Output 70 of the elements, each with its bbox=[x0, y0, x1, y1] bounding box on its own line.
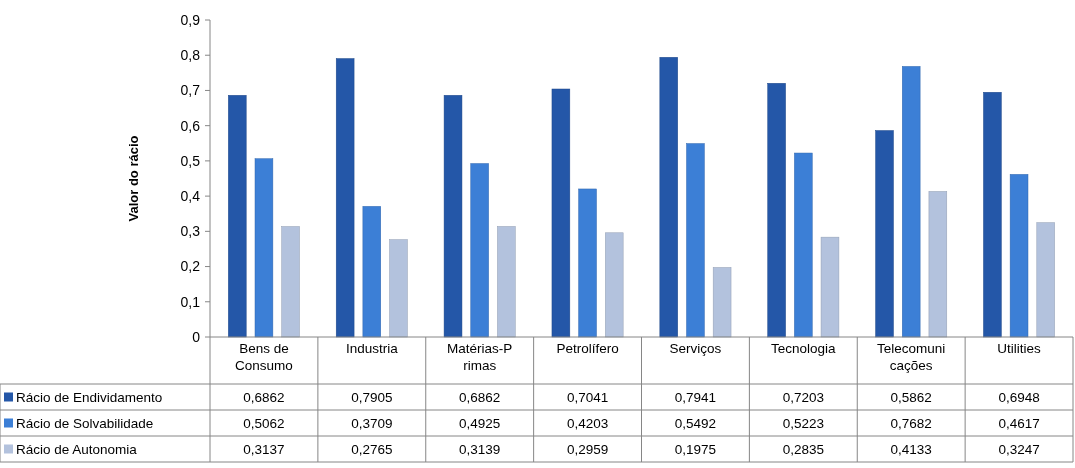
bar bbox=[443, 95, 463, 338]
x-tick-label: Bens de Consumo bbox=[235, 341, 293, 373]
data-label: 0,3247 bbox=[998, 441, 1040, 457]
data-label: 0,3137 bbox=[243, 441, 285, 457]
bar bbox=[659, 57, 678, 338]
bar bbox=[902, 66, 921, 338]
x-tick-label: Tecnologia bbox=[771, 341, 837, 356]
bar bbox=[875, 130, 894, 338]
data-label: 0,4133 bbox=[890, 441, 932, 457]
bar bbox=[254, 158, 274, 338]
data-label: 0,4925 bbox=[459, 415, 501, 431]
data-label: 0,3139 bbox=[459, 441, 501, 457]
data-label: 0,3709 bbox=[351, 415, 393, 431]
bar bbox=[551, 88, 571, 338]
bar bbox=[389, 239, 408, 338]
data-label: 0,7203 bbox=[782, 389, 824, 405]
y-tick-label: 0,1 bbox=[180, 293, 201, 310]
data-label: 0,6948 bbox=[998, 389, 1040, 405]
legend-label: Rácio de Autonomia bbox=[16, 441, 138, 457]
bar bbox=[686, 143, 705, 338]
bar bbox=[605, 232, 624, 338]
x-tick-label: Industria bbox=[345, 341, 399, 356]
bar bbox=[983, 92, 1002, 338]
y-tick-label: 0,5 bbox=[180, 152, 201, 169]
data-label: 0,7941 bbox=[674, 389, 717, 405]
y-tick-label: 0,8 bbox=[180, 47, 201, 64]
data-label: 0,4617 bbox=[998, 415, 1040, 431]
legend-label: Rácio de Endividamento bbox=[16, 389, 163, 405]
y-tick-label: 0,3 bbox=[180, 223, 201, 240]
data-label: 0,2835 bbox=[782, 441, 824, 457]
bar bbox=[820, 236, 840, 338]
bar bbox=[281, 226, 300, 338]
bar bbox=[928, 191, 948, 338]
bar bbox=[1036, 222, 1055, 338]
x-tick-label: Matérias-Primas bbox=[447, 341, 513, 373]
bar bbox=[335, 58, 355, 338]
y-tick-label: 0,4 bbox=[180, 188, 201, 205]
bar bbox=[578, 188, 597, 338]
data-label: 0,5492 bbox=[674, 415, 717, 431]
data-label: 0,5062 bbox=[243, 415, 285, 431]
data-label: 0,4203 bbox=[566, 415, 609, 431]
y-tick-label: 0,2 bbox=[180, 258, 201, 275]
data-label: 0,2765 bbox=[351, 441, 393, 457]
bar bbox=[712, 267, 732, 338]
data-label: 0,6862 bbox=[243, 389, 285, 405]
x-tick-label: Telecomunicações bbox=[877, 341, 946, 373]
bar bbox=[794, 152, 813, 338]
data-label: 0,1975 bbox=[674, 441, 717, 457]
bar bbox=[470, 163, 489, 338]
y-tick-label: 0,6 bbox=[180, 117, 201, 134]
y-tick-label: 0,7 bbox=[180, 82, 201, 99]
y-axis-title: Valor do rácio bbox=[126, 135, 141, 222]
data-label: 0,5223 bbox=[782, 415, 824, 431]
x-tick-label: Petrolífero bbox=[556, 341, 619, 356]
bar bbox=[1009, 174, 1029, 338]
bar bbox=[228, 95, 247, 338]
data-label: 0,2959 bbox=[566, 441, 609, 457]
x-tick-label: Utilities bbox=[997, 341, 1042, 356]
data-label: 0,5862 bbox=[890, 389, 932, 405]
data-label: 0,7682 bbox=[890, 415, 932, 431]
data-label: 0,6862 bbox=[459, 389, 501, 405]
bar bbox=[497, 226, 516, 338]
y-tick-label: 0 bbox=[192, 328, 201, 345]
y-tick-label: 0,9 bbox=[180, 11, 201, 28]
bar bbox=[767, 83, 786, 338]
legend-label: Rácio de Solvabilidade bbox=[16, 415, 154, 431]
bar bbox=[362, 206, 381, 338]
data-label: 0,7905 bbox=[351, 389, 393, 405]
x-tick-label: Serviços bbox=[669, 341, 722, 356]
data-label: 0,7041 bbox=[566, 389, 609, 405]
